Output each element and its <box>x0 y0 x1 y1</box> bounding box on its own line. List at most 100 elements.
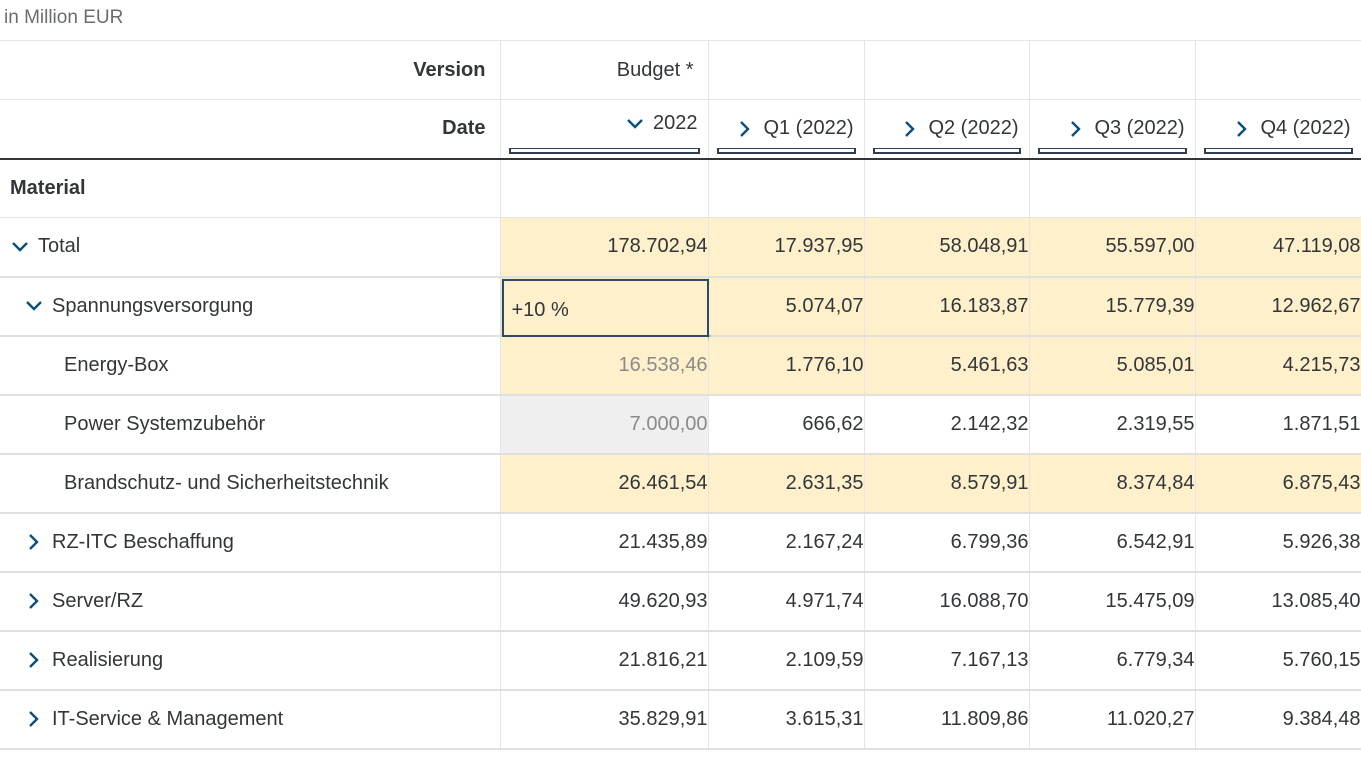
value-cell[interactable]: 9.384,48 <box>1195 689 1361 750</box>
row-label[interactable]: Total <box>0 217 501 278</box>
chevron-right-icon[interactable] <box>24 650 44 670</box>
table-row: IT-Service & Management 35.829,91 3.615,… <box>0 689 1361 750</box>
date-column-q4[interactable]: Q4 (2022) <box>1195 99 1361 159</box>
table-row: Realisierung 21.816,21 2.109,59 7.167,13… <box>0 630 1361 691</box>
value-cell[interactable]: 8.374,84 <box>1029 453 1196 514</box>
column-selector-bar[interactable] <box>1037 147 1187 154</box>
date-column-2022[interactable]: 2022 <box>500 99 709 159</box>
version-empty-cell <box>1029 40 1196 100</box>
column-selector-bar[interactable] <box>508 147 700 154</box>
chevron-right-icon[interactable] <box>1066 119 1086 139</box>
column-selector-bar[interactable] <box>872 147 1021 154</box>
chevron-down-icon[interactable] <box>10 237 30 257</box>
chevron-right-icon[interactable] <box>735 119 755 139</box>
value-cell[interactable]: 3.615,31 <box>708 689 865 750</box>
value-cell[interactable]: 2.109,59 <box>708 630 865 691</box>
value-cell[interactable]: 11.809,86 <box>864 689 1030 750</box>
value-cell[interactable]: 1.776,10 <box>708 335 865 396</box>
chevron-right-icon[interactable] <box>24 709 44 729</box>
value-cell[interactable]: 5.760,15 <box>1195 630 1361 691</box>
empty-cell <box>708 157 865 218</box>
row-label[interactable]: IT-Service & Management <box>0 689 501 750</box>
value-cell[interactable]: 2.631,35 <box>708 453 865 514</box>
value-cell[interactable]: 6.779,34 <box>1029 630 1196 691</box>
date-column-label: Q3 (2022) <box>1094 117 1185 140</box>
date-column-q2[interactable]: Q2 (2022) <box>864 99 1030 159</box>
empty-cell <box>1029 157 1196 218</box>
value-cell[interactable]: 5.085,01 <box>1029 335 1196 396</box>
value-cell[interactable]: 5.074,07 <box>708 276 865 337</box>
value-cell[interactable]: 21.816,21 <box>500 630 709 691</box>
table-row: Brandschutz- und Sicherheitstechnik 26.4… <box>0 453 1361 514</box>
value-cell[interactable]: 7.167,13 <box>864 630 1030 691</box>
date-column-q3[interactable]: Q3 (2022) <box>1029 99 1196 159</box>
value-cell-editing[interactable]: +10 % <box>500 276 709 337</box>
date-column-q1[interactable]: Q1 (2022) <box>708 99 865 159</box>
value-cell[interactable]: 4.215,73 <box>1195 335 1361 396</box>
chevron-right-icon[interactable] <box>24 591 44 611</box>
date-label: Date <box>0 99 501 160</box>
version-empty-cell <box>864 40 1030 100</box>
chevron-right-icon[interactable] <box>24 532 44 552</box>
date-column-label: Q2 (2022) <box>928 117 1019 140</box>
value-cell[interactable]: 666,62 <box>708 394 865 455</box>
chevron-right-icon[interactable] <box>900 119 920 139</box>
value-cell[interactable]: 49.620,93 <box>500 571 709 632</box>
row-label[interactable]: Power Systemzubehör <box>0 394 501 455</box>
value-cell[interactable]: 8.579,91 <box>864 453 1030 514</box>
value-cell[interactable]: 6.875,43 <box>1195 453 1361 514</box>
value-cell[interactable]: 2.319,55 <box>1029 394 1196 455</box>
value-cell[interactable]: 15.475,09 <box>1029 571 1196 632</box>
value-cell[interactable]: 6.799,36 <box>864 512 1030 573</box>
empty-cell <box>864 157 1030 218</box>
date-column-label: Q4 (2022) <box>1260 117 1351 140</box>
value-cell[interactable]: 15.779,39 <box>1029 276 1196 337</box>
table-row: Energy-Box 16.538,46 1.776,10 5.461,63 5… <box>0 335 1361 396</box>
value-cell[interactable]: 12.962,67 <box>1195 276 1361 337</box>
row-label[interactable]: Spannungsversorgung <box>0 276 501 337</box>
date-column-label: Q1 (2022) <box>763 117 854 140</box>
row-label[interactable]: Energy-Box <box>0 335 501 396</box>
empty-cell <box>500 157 709 218</box>
value-cell[interactable]: 16.538,46 <box>500 335 709 396</box>
column-selector-bar[interactable] <box>1203 147 1353 154</box>
value-cell[interactable]: 2.142,32 <box>864 394 1030 455</box>
value-cell[interactable]: 2.167,24 <box>708 512 865 573</box>
value-cell[interactable]: 16.183,87 <box>864 276 1030 337</box>
value-cell[interactable]: 26.461,54 <box>500 453 709 514</box>
table-row: RZ-ITC Beschaffung 21.435,89 2.167,24 6.… <box>0 512 1361 573</box>
table-row: Total 178.702,94 17.937,95 58.048,91 55.… <box>0 217 1361 278</box>
table-row: Server/RZ 49.620,93 4.971,74 16.088,70 1… <box>0 571 1361 632</box>
chevron-down-icon[interactable] <box>24 296 44 316</box>
value-cell[interactable]: 4.971,74 <box>708 571 865 632</box>
row-label-text: Realisierung <box>52 648 164 671</box>
value-cell[interactable]: 1.871,51 <box>1195 394 1361 455</box>
row-label[interactable]: Brandschutz- und Sicherheitstechnik <box>0 453 501 514</box>
chevron-down-icon[interactable] <box>625 114 645 134</box>
cell-edit-input[interactable]: +10 % <box>501 278 709 337</box>
value-cell[interactable]: 5.926,38 <box>1195 512 1361 573</box>
chevron-right-icon[interactable] <box>1232 119 1252 139</box>
value-cell[interactable]: 6.542,91 <box>1029 512 1196 573</box>
value-cell-locked[interactable]: 7.000,00 <box>500 394 709 455</box>
version-value[interactable]: Budget * <box>500 40 709 100</box>
unit-label: in Million EUR <box>4 7 124 28</box>
value-cell[interactable]: 17.937,95 <box>708 217 865 278</box>
row-label[interactable]: Server/RZ <box>0 571 501 632</box>
row-label[interactable]: Realisierung <box>0 630 501 691</box>
value-cell[interactable]: 5.461,63 <box>864 335 1030 396</box>
value-cell[interactable]: 47.119,08 <box>1195 217 1361 278</box>
version-label: Version <box>0 40 501 100</box>
row-label[interactable]: RZ-ITC Beschaffung <box>0 512 501 573</box>
empty-cell <box>1195 157 1361 218</box>
value-cell[interactable]: 21.435,89 <box>500 512 709 573</box>
value-cell[interactable]: 35.829,91 <box>500 689 709 750</box>
value-cell[interactable]: 55.597,00 <box>1029 217 1196 278</box>
row-label-text: Server/RZ <box>52 589 144 612</box>
value-cell[interactable]: 13.085,40 <box>1195 571 1361 632</box>
value-cell[interactable]: 58.048,91 <box>864 217 1030 278</box>
column-selector-bar[interactable] <box>716 147 856 154</box>
value-cell[interactable]: 11.020,27 <box>1029 689 1196 750</box>
value-cell[interactable]: 16.088,70 <box>864 571 1030 632</box>
value-cell[interactable]: 178.702,94 <box>500 217 709 278</box>
